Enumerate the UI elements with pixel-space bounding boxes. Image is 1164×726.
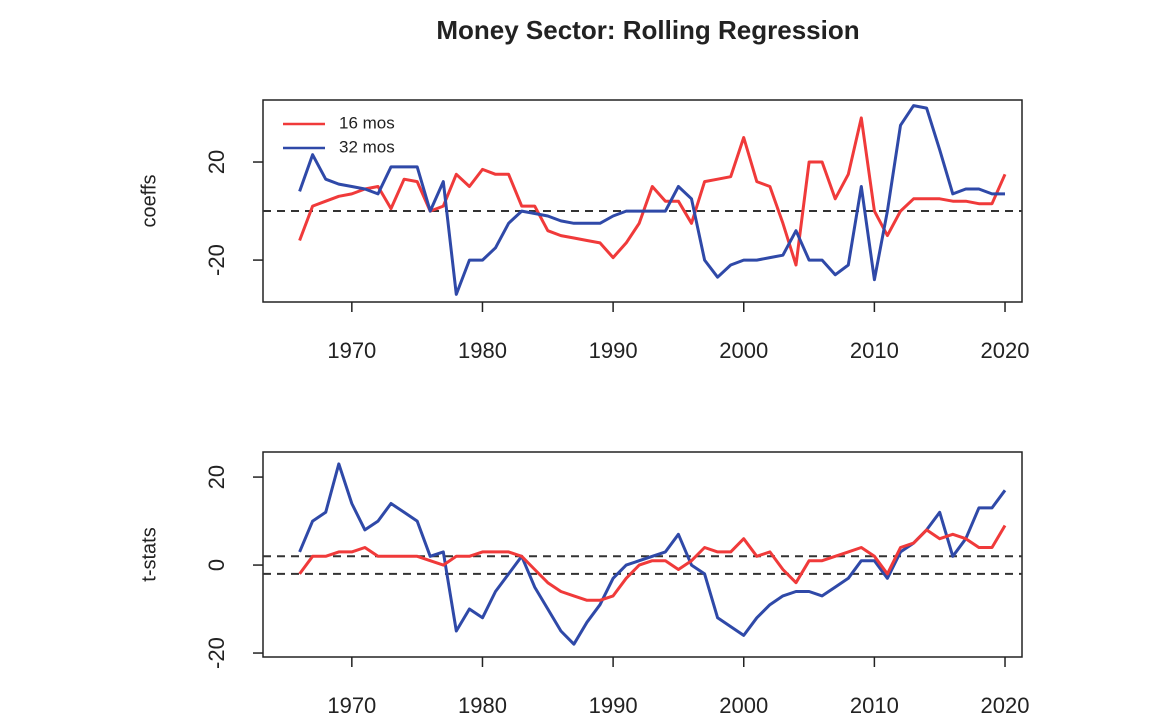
x-tick-label: 1970 <box>327 693 376 718</box>
x-tick-label: 1980 <box>458 693 507 718</box>
panel: 1970 1980 1990 2000 2010 2020 -20 20 coeffs 16 mo… <box>138 99 1030 363</box>
x-tick-label: 1990 <box>589 693 638 718</box>
x-tick-label: 1970 <box>327 338 376 363</box>
y-tick-label: -20 <box>204 637 229 669</box>
series-line <box>298 116 1007 267</box>
y-axis-label: coeffs <box>138 175 160 228</box>
x-tick-label: 2020 <box>981 693 1030 718</box>
x-tick-label: 2010 <box>850 338 899 363</box>
panel: 1970 1980 1990 2000 2010 2020 -20 0 20 t-stats <box>138 451 1030 718</box>
y-tick-label: 20 <box>204 150 229 174</box>
x-tick-label: 2000 <box>719 338 768 363</box>
plot-frame <box>262 451 1023 658</box>
y-tick-label: 0 <box>204 559 229 571</box>
y-tick-label: 20 <box>204 465 229 489</box>
x-tick-label: 1990 <box>589 338 638 363</box>
x-tick-label: 2000 <box>719 693 768 718</box>
legend-label: 16 mos <box>339 113 395 132</box>
x-tick-label: 2010 <box>850 693 899 718</box>
series-line <box>298 104 1005 296</box>
x-tick-label: 1980 <box>458 338 507 363</box>
series-line <box>298 524 1007 602</box>
series-line <box>298 462 1007 646</box>
y-axis-label: t-stats <box>138 527 160 581</box>
figure-title: Money Sector: Rolling Regression <box>436 15 859 45</box>
x-tick-label: 2020 <box>981 338 1030 363</box>
legend-label: 32 mos <box>339 137 395 156</box>
y-tick-label: -20 <box>204 244 229 276</box>
plot-frame <box>262 99 1023 303</box>
